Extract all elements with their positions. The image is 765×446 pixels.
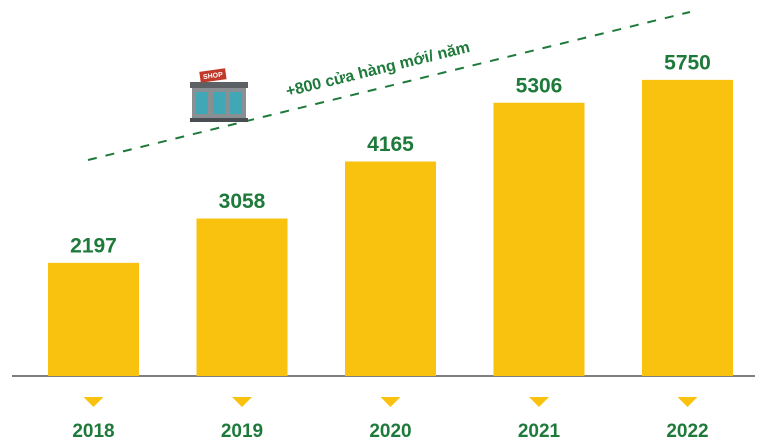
annotation: +800 cửa hàng mới/ năm <box>284 39 471 101</box>
year-marker <box>83 397 104 407</box>
bar <box>642 79 733 376</box>
value-label: 2197 <box>70 234 117 257</box>
x-tick-label: 2022 <box>666 421 708 442</box>
value-label: 4165 <box>367 133 414 156</box>
value-label: 5306 <box>516 74 563 97</box>
year-marker <box>677 397 698 407</box>
year-marker <box>232 397 252 407</box>
icon-label: SHOP <box>203 71 224 81</box>
value-label: 5750 <box>664 51 711 74</box>
x-tick-label: 2021 <box>518 421 561 442</box>
value-label: 3058 <box>219 190 266 213</box>
bar <box>493 102 585 376</box>
x-tick-label: 2020 <box>369 421 411 442</box>
year-marker <box>529 397 549 407</box>
shop-icon: SHOP <box>190 68 248 122</box>
year-marker <box>380 397 401 407</box>
bar <box>345 161 436 376</box>
bar <box>196 218 288 376</box>
bar <box>48 262 139 376</box>
x-tick-label: 2018 <box>72 421 114 442</box>
x-tick-label: 2019 <box>221 421 263 442</box>
trend-line <box>87 11 691 161</box>
